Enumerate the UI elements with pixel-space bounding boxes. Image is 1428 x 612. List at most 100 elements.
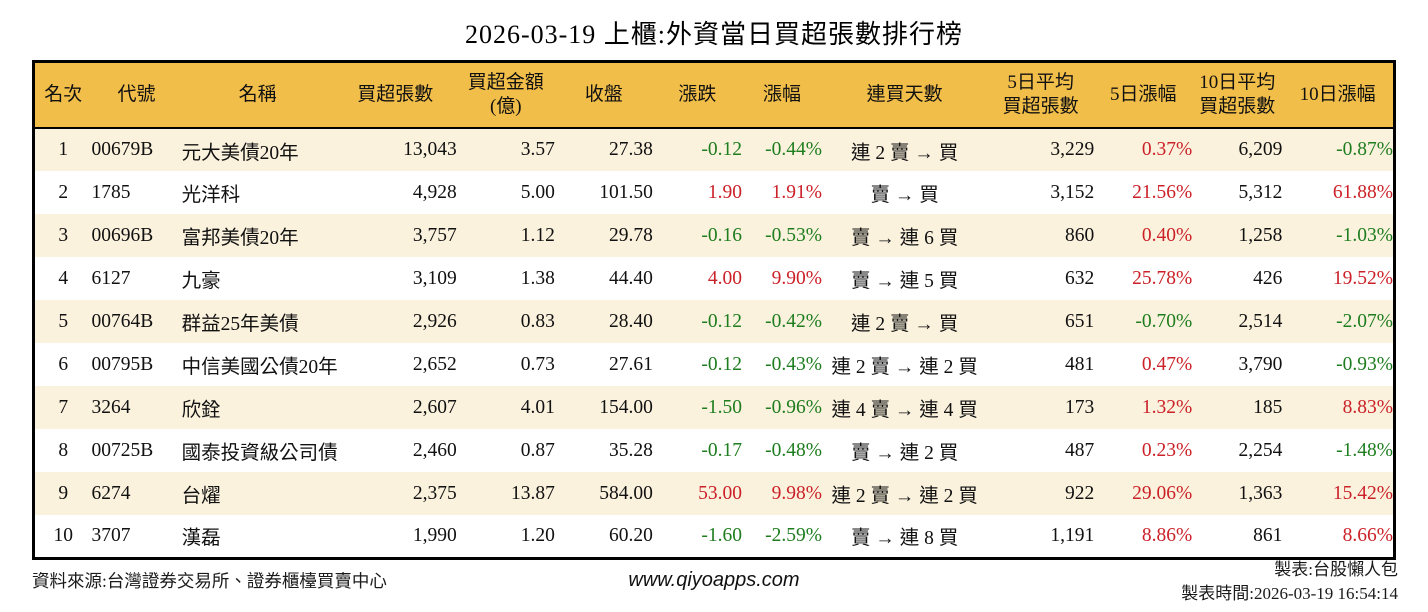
cell-streak: 連 4 賣 → 連 4 買 (831, 400, 978, 421)
cell-change_pct: -0.53% (765, 224, 823, 246)
cell-change: -1.60 (701, 524, 742, 546)
cell-rank: 9 (58, 482, 69, 504)
cell-rank: 1 (58, 139, 69, 160)
col-header-net_buy: 買超張數 (333, 61, 457, 129)
cell-net_buy: 2,607 (412, 396, 457, 418)
cell-streak: 賣 → 連 2 買 (850, 443, 959, 464)
cell-change_pct: -2.59% (765, 524, 823, 546)
cell-pct10: -0.87% (1336, 139, 1393, 160)
cell-code: 00795B (91, 353, 154, 375)
table-row: 4 6127 九豪 3,109 1.38 44.40 4.00 9.90% 賣 → 連 5 買 6… (33, 257, 1395, 300)
col-header-pct5: 5日漲幅 (1094, 61, 1193, 129)
cell-amount: 1.20 (520, 524, 555, 546)
cell-code: 00696B (91, 224, 154, 246)
cell-change_pct: -0.48% (765, 439, 823, 461)
cell-pct10: -1.48% (1336, 439, 1393, 461)
cell-pct5: 29.06% (1132, 482, 1193, 504)
cell-name: 九豪 (181, 271, 221, 292)
cell-name: 群益25年美債 (181, 314, 299, 335)
cell-change: -0.12 (701, 353, 742, 375)
col-header-close: 收盤 (554, 61, 653, 129)
table-row: 3 00696B 富邦美債20年 3,757 1.12 29.78 -0.16 -0.53% 賣… (33, 214, 1395, 257)
cell-change_pct: 9.90% (771, 267, 823, 289)
cell-code: 00679B (91, 139, 154, 160)
col-header-change: 漲跌 (652, 61, 742, 129)
credit-block: 製表:台股懶人包 製表時間:2026-03-19 16:54:14 (1181, 558, 1398, 606)
cell-avg5: 922 (1064, 482, 1095, 504)
cell-avg10: 426 (1253, 267, 1283, 289)
cell-name: 富邦美債20年 (181, 228, 299, 249)
col-header-pct10: 10日漲幅 (1282, 61, 1395, 129)
cell-rank: 6 (58, 353, 69, 375)
cell-net_buy: 3,757 (412, 224, 457, 246)
col-header-avg5: 5日平均 買超張數 (987, 61, 1095, 129)
cell-net_buy: 4,928 (412, 181, 457, 203)
cell-avg5: 487 (1064, 439, 1095, 461)
col-header-change_pct: 漲幅 (741, 61, 823, 129)
cell-change_pct: 1.91% (771, 181, 823, 203)
cell-rank: 2 (58, 181, 69, 203)
ranking-table: 名次 代號 名稱 買超張數 買超金額 (億) 收盤 漲跌 漲幅 連買天數 5日平均 買超張數 5日漲… (32, 60, 1396, 560)
page-title: 2026-03-19 上櫃:外資當日買超張數排行榜 (464, 20, 964, 49)
credit-author: 製表:台股懶人包 (1274, 560, 1398, 579)
cell-streak: 賣 → 連 5 買 (850, 271, 959, 292)
cell-streak: 連 2 賣 → 連 2 買 (831, 486, 978, 507)
cell-pct5: 0.23% (1141, 439, 1193, 461)
col-header-avg10: 10日平均 買超張數 (1192, 61, 1283, 129)
cell-name: 台燿 (181, 486, 221, 507)
cell-pct5: 0.47% (1141, 353, 1193, 375)
cell-change: 53.00 (698, 482, 742, 504)
cell-net_buy: 2,926 (412, 310, 457, 332)
cell-change_pct: -0.96% (765, 396, 823, 418)
cell-rank: 10 (53, 524, 74, 546)
cell-name: 中信美國公債20年 (181, 357, 338, 378)
cell-amount: 0.83 (520, 310, 555, 332)
data-source-note: 資料來源:台灣證券交易所、證券櫃檯買賣中心 (32, 571, 387, 591)
cell-avg5: 481 (1064, 353, 1095, 375)
website-url: www.qiyoapps.com (628, 569, 800, 591)
col-header-code: 代號 (91, 61, 182, 129)
cell-avg5: 632 (1064, 267, 1095, 289)
cell-close: 101.50 (599, 181, 653, 203)
cell-pct5: 0.40% (1141, 224, 1193, 246)
col-header-name: 名稱 (181, 61, 334, 129)
cell-change: -0.12 (701, 310, 742, 332)
cell-change: -0.16 (701, 224, 742, 246)
cell-pct10: -0.93% (1336, 353, 1393, 375)
cell-pct10: 15.42% (1332, 482, 1393, 504)
table-row: 1 00679B 元大美債20年 13,043 3.57 27.38 -0.12 -0.44%… (33, 128, 1395, 171)
cell-name: 元大美債20年 (181, 142, 299, 164)
cell-change_pct: 9.98% (771, 482, 823, 504)
cell-amount: 4.01 (520, 396, 555, 418)
cell-name: 國泰投資級公司債 (181, 443, 338, 464)
cell-net_buy: 13,043 (403, 139, 457, 160)
cell-pct10: 8.83% (1342, 396, 1393, 418)
cell-net_buy: 2,460 (412, 439, 457, 461)
cell-amount: 3.57 (520, 139, 555, 160)
cell-close: 27.38 (609, 139, 653, 160)
cell-pct10: -1.03% (1336, 224, 1393, 246)
cell-rank: 3 (58, 224, 69, 246)
cell-change: -0.17 (701, 439, 742, 461)
cell-avg10: 861 (1253, 524, 1283, 546)
cell-avg5: 173 (1064, 396, 1095, 418)
cell-change: -1.50 (701, 396, 742, 418)
cell-net_buy: 3,109 (412, 267, 457, 289)
cell-avg10: 5,312 (1238, 181, 1283, 203)
cell-amount: 5.00 (520, 181, 555, 203)
cell-close: 584.00 (599, 482, 653, 504)
table-row: 9 6274 台燿 2,375 13.87 584.00 53.00 9.98% 連 2 賣 →… (33, 472, 1395, 515)
cell-avg5: 3,152 (1050, 181, 1095, 203)
table-row: 6 00795B 中信美國公債20年 2,652 0.73 27.61 -0.12 -0.43… (33, 343, 1395, 386)
cell-avg10: 6,209 (1238, 139, 1283, 160)
cell-pct5: 1.32% (1141, 396, 1193, 418)
cell-code: 00764B (91, 310, 154, 332)
cell-rank: 5 (58, 310, 69, 332)
cell-code: 3707 (91, 524, 131, 546)
table-row: 8 00725B 國泰投資級公司債 2,460 0.87 35.28 -0.17 -0.48%… (33, 429, 1395, 472)
cell-close: 60.20 (609, 524, 653, 546)
cell-pct10: 19.52% (1332, 267, 1393, 289)
cell-amount: 1.12 (520, 224, 555, 246)
cell-avg10: 1,258 (1238, 224, 1283, 246)
cell-rank: 4 (58, 267, 69, 289)
